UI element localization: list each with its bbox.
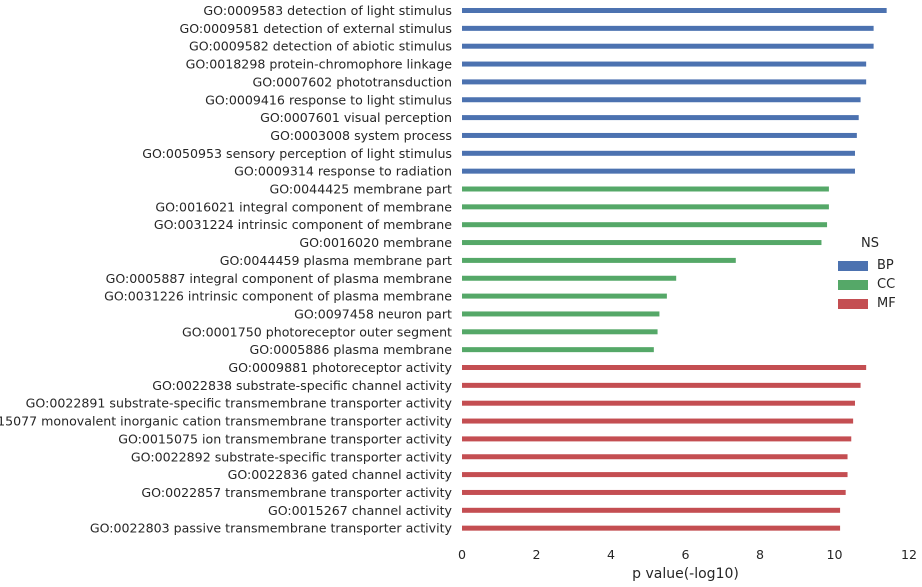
bar-cc — [462, 329, 658, 335]
bar-bp — [462, 79, 867, 85]
category-label: GO:0097458 neuron part — [294, 306, 452, 321]
bar-cc — [462, 311, 660, 317]
bar-bp — [462, 168, 855, 174]
category-labels: GO:0009583 detection of light stimulus GO… — [0, 3, 453, 536]
x-tick-label: 2 — [532, 547, 540, 562]
category-label: GO:0015075 ion transmembrane transporter… — [118, 431, 452, 446]
bar-mf — [462, 525, 841, 531]
category-label: GO:0022836 gated channel activity — [228, 467, 453, 482]
bar-cc — [462, 275, 677, 281]
category-label: GO:0022892 substrate-specific transporte… — [131, 449, 453, 464]
category-label: GO:0009314 response to radiation — [234, 164, 452, 179]
category-label: GO:0031224 intrinsic component of membra… — [154, 217, 452, 232]
category-label: GO:0009583 detection of light stimulus — [203, 3, 452, 18]
bar-mf — [462, 400, 855, 406]
category-label: GO:0031226 intrinsic component of plasma… — [104, 289, 452, 304]
bar-mf — [462, 365, 867, 370]
bar-mf — [462, 507, 841, 513]
category-label: GO:0007601 visual perception — [260, 110, 452, 125]
bar-bp — [462, 97, 861, 103]
bar-cc — [462, 257, 736, 263]
legend-label-mf: MF — [877, 296, 896, 311]
category-label: GO:0015077 monovalent inorganic cation t… — [0, 414, 453, 429]
bar-cc — [462, 240, 822, 246]
bar-mf — [462, 382, 861, 388]
bar-bp — [462, 8, 887, 13]
bar-group — [462, 8, 887, 531]
bar-mf — [462, 436, 852, 442]
category-label: GO:0022803 passive transmembrane transpo… — [90, 521, 453, 536]
bar-cc — [462, 204, 829, 210]
bar-bp — [462, 115, 859, 121]
bar-cc — [462, 222, 828, 228]
category-label: GO:0009881 photoreceptor activity — [228, 360, 452, 375]
category-label: GO:0022891 substrate-specific transmembr… — [26, 396, 453, 411]
bar-mf — [462, 454, 848, 460]
category-label: GO:0022838 substrate-specific channel ac… — [152, 378, 452, 393]
x-tick-label: 12 — [901, 547, 917, 562]
bar-cc — [462, 347, 654, 353]
category-label: GO:0003008 system process — [270, 128, 452, 143]
x-tick-label: 10 — [826, 547, 842, 562]
category-label: GO:0016020 membrane — [299, 235, 452, 250]
category-label: GO:0009416 response to light stimulus — [205, 92, 452, 107]
legend-item-bp: BP — [838, 256, 896, 275]
category-label: GO:0005886 plasma membrane — [250, 342, 453, 357]
x-tick-label: 4 — [607, 547, 615, 562]
x-axis-label: p value(-log10) — [632, 566, 739, 582]
bar-cc — [462, 186, 829, 192]
legend-title: NS — [861, 236, 879, 251]
bar-bp — [462, 61, 867, 67]
category-label: GO:0009581 detection of external stimulu… — [179, 21, 452, 36]
legend-swatch-mf — [838, 298, 868, 309]
bar-bp — [462, 43, 874, 49]
x-tick-label: 8 — [756, 547, 764, 562]
category-label: GO:0015267 channel activity — [268, 503, 453, 518]
legend-item-cc: CC — [838, 275, 896, 294]
category-label: GO:0007602 phototransduction — [252, 74, 452, 89]
category-label: GO:0001750 photoreceptor outer segment — [182, 324, 452, 339]
category-label: GO:0016021 integral component of membran… — [155, 199, 452, 214]
bar-bp — [462, 150, 855, 156]
category-label: GO:0018298 protein-chromophore linkage — [186, 57, 453, 72]
category-label: GO:0005887 integral component of plasma … — [106, 271, 453, 286]
legend-swatch-cc — [838, 279, 868, 290]
bar-mf — [462, 472, 848, 478]
x-tick-labels: 0 2 4 6 8 10 12 — [458, 547, 917, 562]
legend: NS BP CC MF — [838, 236, 896, 313]
legend-label-bp: BP — [877, 258, 894, 273]
category-label: GO:0044425 membrane part — [269, 182, 452, 197]
x-tick-label: 6 — [681, 547, 689, 562]
legend-swatch-bp — [838, 260, 868, 271]
bar-cc — [462, 293, 667, 299]
legend-label-cc: CC — [877, 277, 896, 292]
legend-item-mf: MF — [838, 294, 896, 313]
bar-bp — [462, 132, 857, 138]
category-label: GO:0009582 detection of abiotic stimulus — [189, 39, 452, 54]
bar-bp — [462, 25, 874, 31]
category-label: GO:0050953 sensory perception of light s… — [142, 146, 452, 161]
category-label: GO:0022857 transmembrane transporter act… — [141, 485, 452, 500]
bar-mf — [462, 418, 854, 424]
x-tick-label: 0 — [458, 547, 466, 562]
category-label: GO:0044459 plasma membrane part — [220, 253, 452, 268]
bar-mf — [462, 489, 846, 495]
